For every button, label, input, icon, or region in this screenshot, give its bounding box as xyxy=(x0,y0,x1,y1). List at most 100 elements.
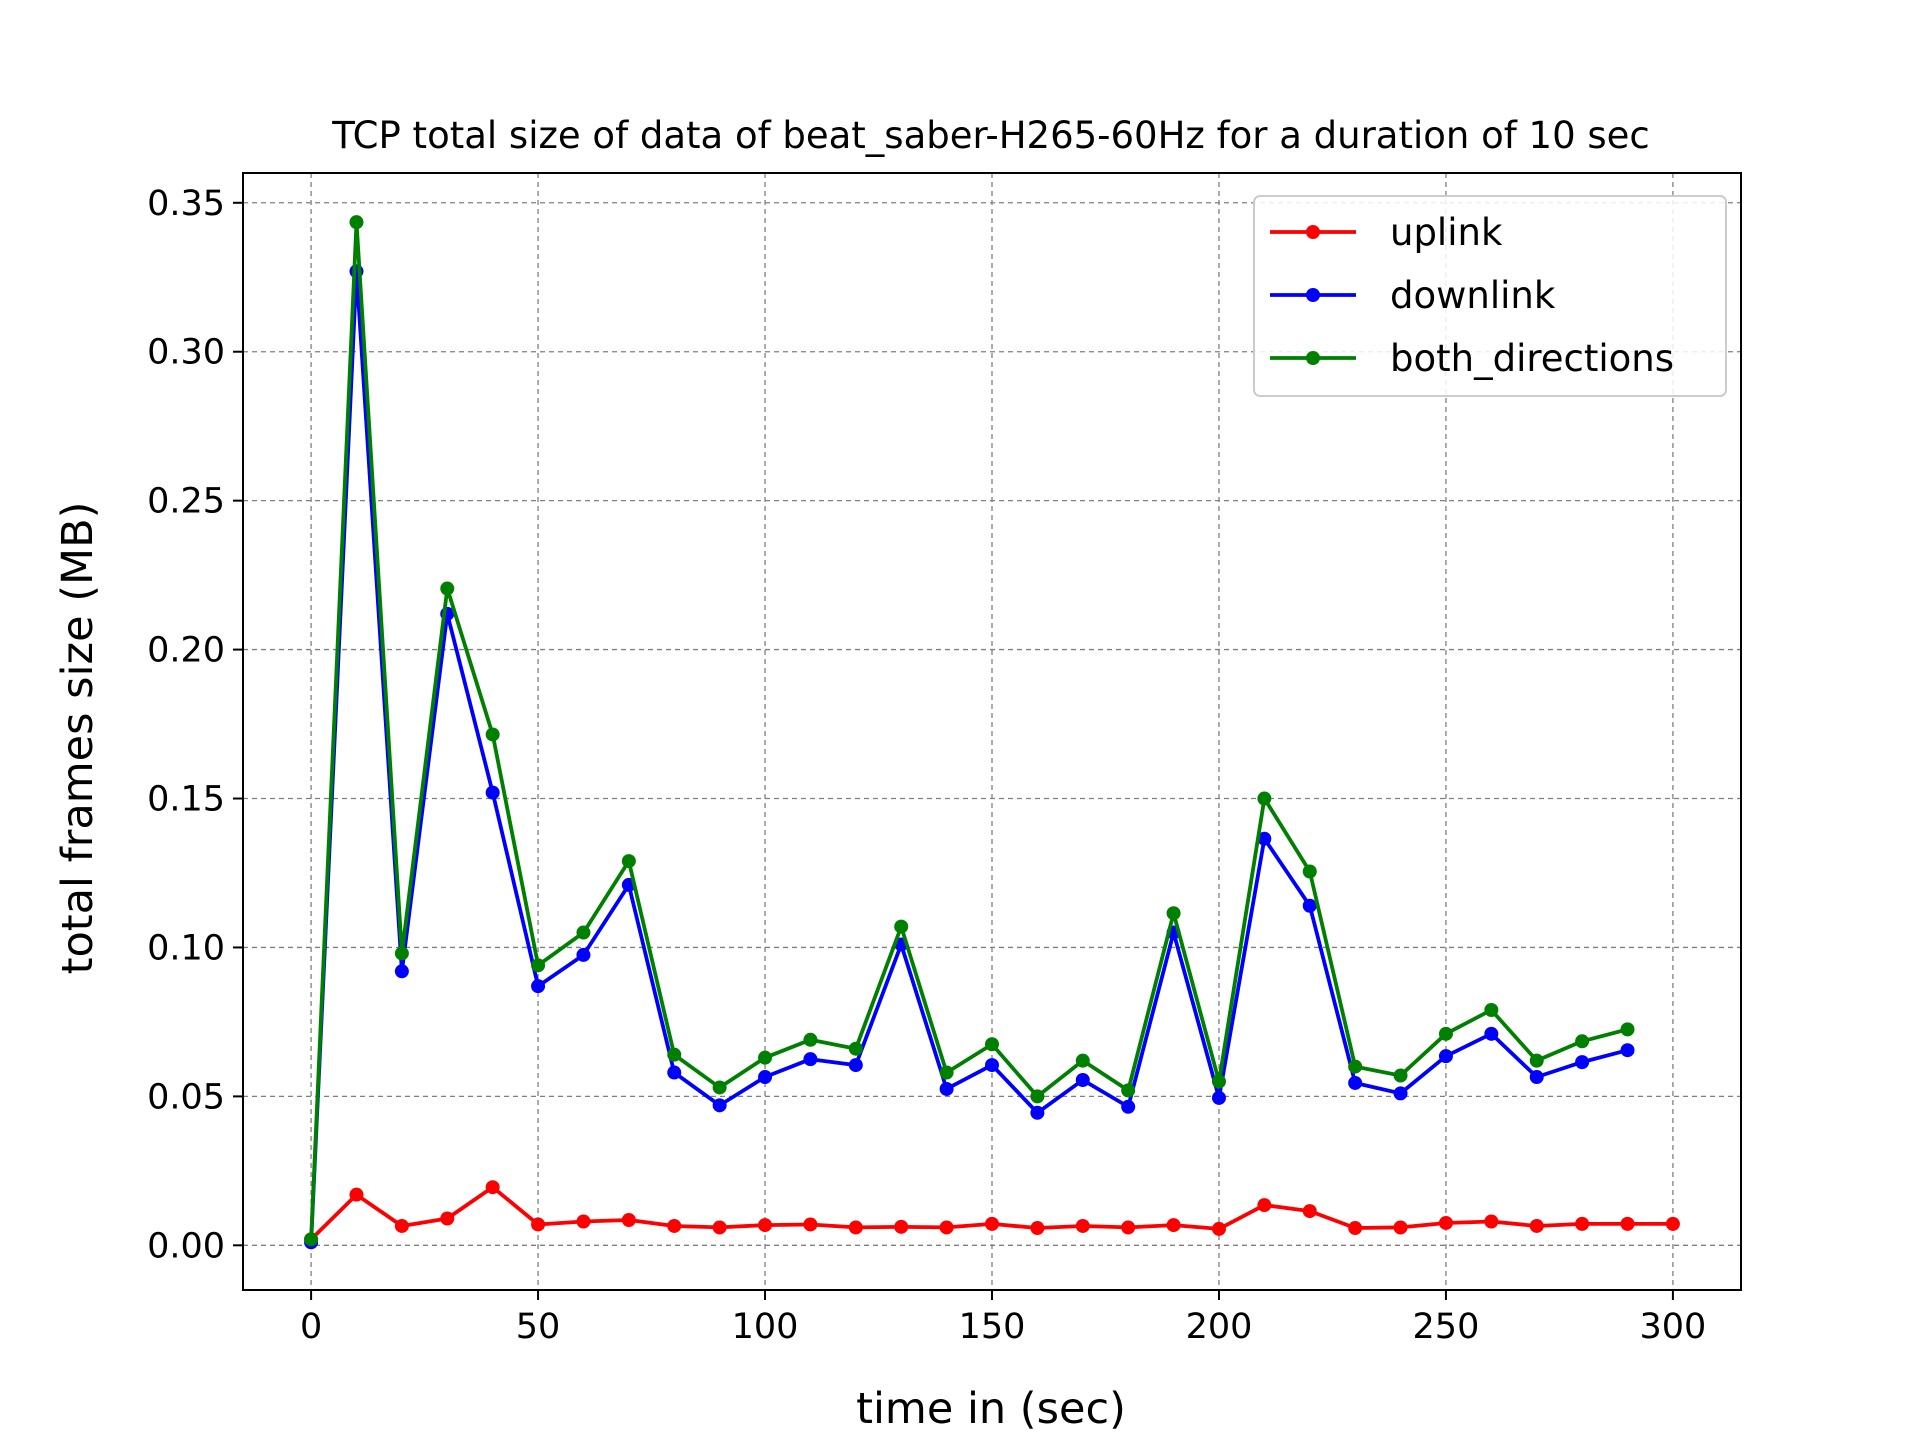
data-point-downlink xyxy=(1302,898,1317,913)
legend-box xyxy=(1253,195,1727,397)
x-tick-label: 0 xyxy=(300,1307,322,1347)
data-point-uplink xyxy=(531,1217,546,1232)
data-point-uplink xyxy=(1438,1215,1453,1230)
data-point-both-directions xyxy=(667,1047,682,1062)
data-point-downlink xyxy=(1121,1099,1136,1114)
data-point-downlink xyxy=(1393,1086,1408,1101)
data-point-both-directions xyxy=(985,1037,999,1052)
data-point-both-directions xyxy=(848,1041,863,1056)
data-point-uplink xyxy=(1211,1221,1226,1236)
y-tick-label: 0.10 xyxy=(147,928,225,968)
data-point-downlink xyxy=(531,979,546,994)
data-point-uplink xyxy=(1030,1221,1045,1236)
data-point-uplink xyxy=(1121,1220,1136,1235)
data-point-uplink xyxy=(758,1218,773,1233)
data-point-both-directions xyxy=(621,854,636,869)
data-point-uplink xyxy=(440,1211,455,1226)
y-axis-title: total frames size (MB) xyxy=(53,502,103,975)
data-point-uplink xyxy=(985,1216,999,1231)
data-point-both-directions xyxy=(1393,1068,1408,1083)
data-point-downlink xyxy=(394,964,409,979)
data-point-downlink xyxy=(667,1065,682,1080)
x-tick-label: 200 xyxy=(1186,1307,1253,1347)
data-point-both-directions xyxy=(349,215,364,230)
data-point-uplink xyxy=(667,1218,682,1233)
series-line-downlink xyxy=(309,269,1628,1243)
data-point-downlink xyxy=(985,1058,999,1073)
data-point-downlink xyxy=(1438,1049,1453,1064)
data-point-downlink xyxy=(1075,1073,1090,1088)
data-point-both-directions xyxy=(803,1032,818,1047)
data-point-both-directions xyxy=(712,1080,727,1095)
y-tick-label: 0.35 xyxy=(147,184,225,224)
data-point-both-directions xyxy=(758,1050,773,1065)
data-point-downlink xyxy=(712,1098,727,1113)
x-tick-label: 50 xyxy=(516,1307,561,1347)
data-point-downlink xyxy=(803,1052,818,1067)
data-point-downlink xyxy=(1575,1055,1590,1070)
x-axis-title: time in (sec) xyxy=(856,1384,1126,1434)
data-point-both-directions xyxy=(485,727,500,742)
data-point-uplink xyxy=(939,1220,954,1235)
data-point-downlink xyxy=(939,1081,954,1096)
y-tick-label: 0.00 xyxy=(147,1226,225,1266)
data-point-both-directions xyxy=(531,958,546,973)
legend: uplink downlink both_directions xyxy=(1253,195,1727,397)
data-point-uplink xyxy=(1620,1216,1635,1231)
series-line-both-directions xyxy=(309,220,1628,1240)
data-point-uplink xyxy=(848,1220,863,1235)
y-tick-label: 0.30 xyxy=(147,333,225,373)
data-point-uplink xyxy=(1075,1218,1090,1233)
data-point-both-directions xyxy=(1257,791,1272,806)
data-point-uplink xyxy=(621,1213,636,1228)
data-point-both-directions xyxy=(1302,864,1317,879)
data-point-uplink xyxy=(1665,1216,1680,1231)
data-point-downlink xyxy=(1620,1043,1635,1058)
x-tick-label: 250 xyxy=(1413,1307,1480,1347)
data-point-both-directions xyxy=(440,581,455,596)
data-point-both-directions xyxy=(894,919,909,934)
data-point-both-directions xyxy=(1529,1053,1544,1068)
data-point-uplink xyxy=(1302,1204,1317,1219)
data-point-uplink xyxy=(1575,1216,1590,1231)
legend-marker-downlink xyxy=(1306,288,1320,302)
data-point-uplink xyxy=(894,1219,909,1234)
axes: 0 50 100 150 200 250 300 0.00 0.05 0.10 0.15 0.20 0.… xyxy=(147,184,1706,1347)
data-point-uplink xyxy=(1484,1214,1499,1229)
data-point-both-directions xyxy=(394,946,409,961)
legend-label-downlink: downlink xyxy=(1390,274,1556,317)
data-point-both-directions xyxy=(1484,1003,1499,1018)
data-point-both-directions xyxy=(1166,906,1181,921)
legend-marker-uplink xyxy=(1306,225,1320,239)
legend-marker-both-directions xyxy=(1306,351,1320,365)
data-point-downlink xyxy=(485,785,500,800)
y-tick-label: 0.20 xyxy=(147,631,225,671)
y-tick-label: 0.15 xyxy=(147,780,225,820)
data-point-uplink xyxy=(576,1214,591,1229)
data-point-downlink xyxy=(1030,1105,1045,1120)
data-point-both-directions xyxy=(1075,1053,1090,1068)
chart-title: TCP total size of data of beat_saber-H26… xyxy=(331,114,1650,157)
data-point-uplink xyxy=(1393,1220,1408,1235)
data-point-uplink xyxy=(1257,1198,1272,1213)
data-point-both-directions xyxy=(1438,1026,1453,1041)
data-point-both-directions xyxy=(1575,1034,1590,1049)
data-point-downlink xyxy=(576,947,591,962)
series-group xyxy=(304,215,1680,1250)
series-both-directions xyxy=(304,215,1635,1247)
data-point-downlink xyxy=(758,1070,773,1085)
data-point-both-directions xyxy=(304,1232,319,1247)
data-point-both-directions xyxy=(1211,1074,1226,1089)
data-point-uplink xyxy=(712,1220,727,1235)
data-point-uplink xyxy=(349,1187,364,1202)
data-point-uplink xyxy=(394,1218,409,1233)
y-tick-label: 0.05 xyxy=(147,1077,225,1117)
data-point-both-directions xyxy=(1121,1083,1136,1098)
x-tick-label: 100 xyxy=(732,1307,799,1347)
data-point-uplink xyxy=(1166,1218,1181,1233)
data-point-downlink xyxy=(1348,1075,1363,1090)
x-tick-label: 150 xyxy=(959,1307,1026,1347)
x-tick-label: 300 xyxy=(1640,1307,1707,1347)
data-point-both-directions xyxy=(576,925,591,940)
